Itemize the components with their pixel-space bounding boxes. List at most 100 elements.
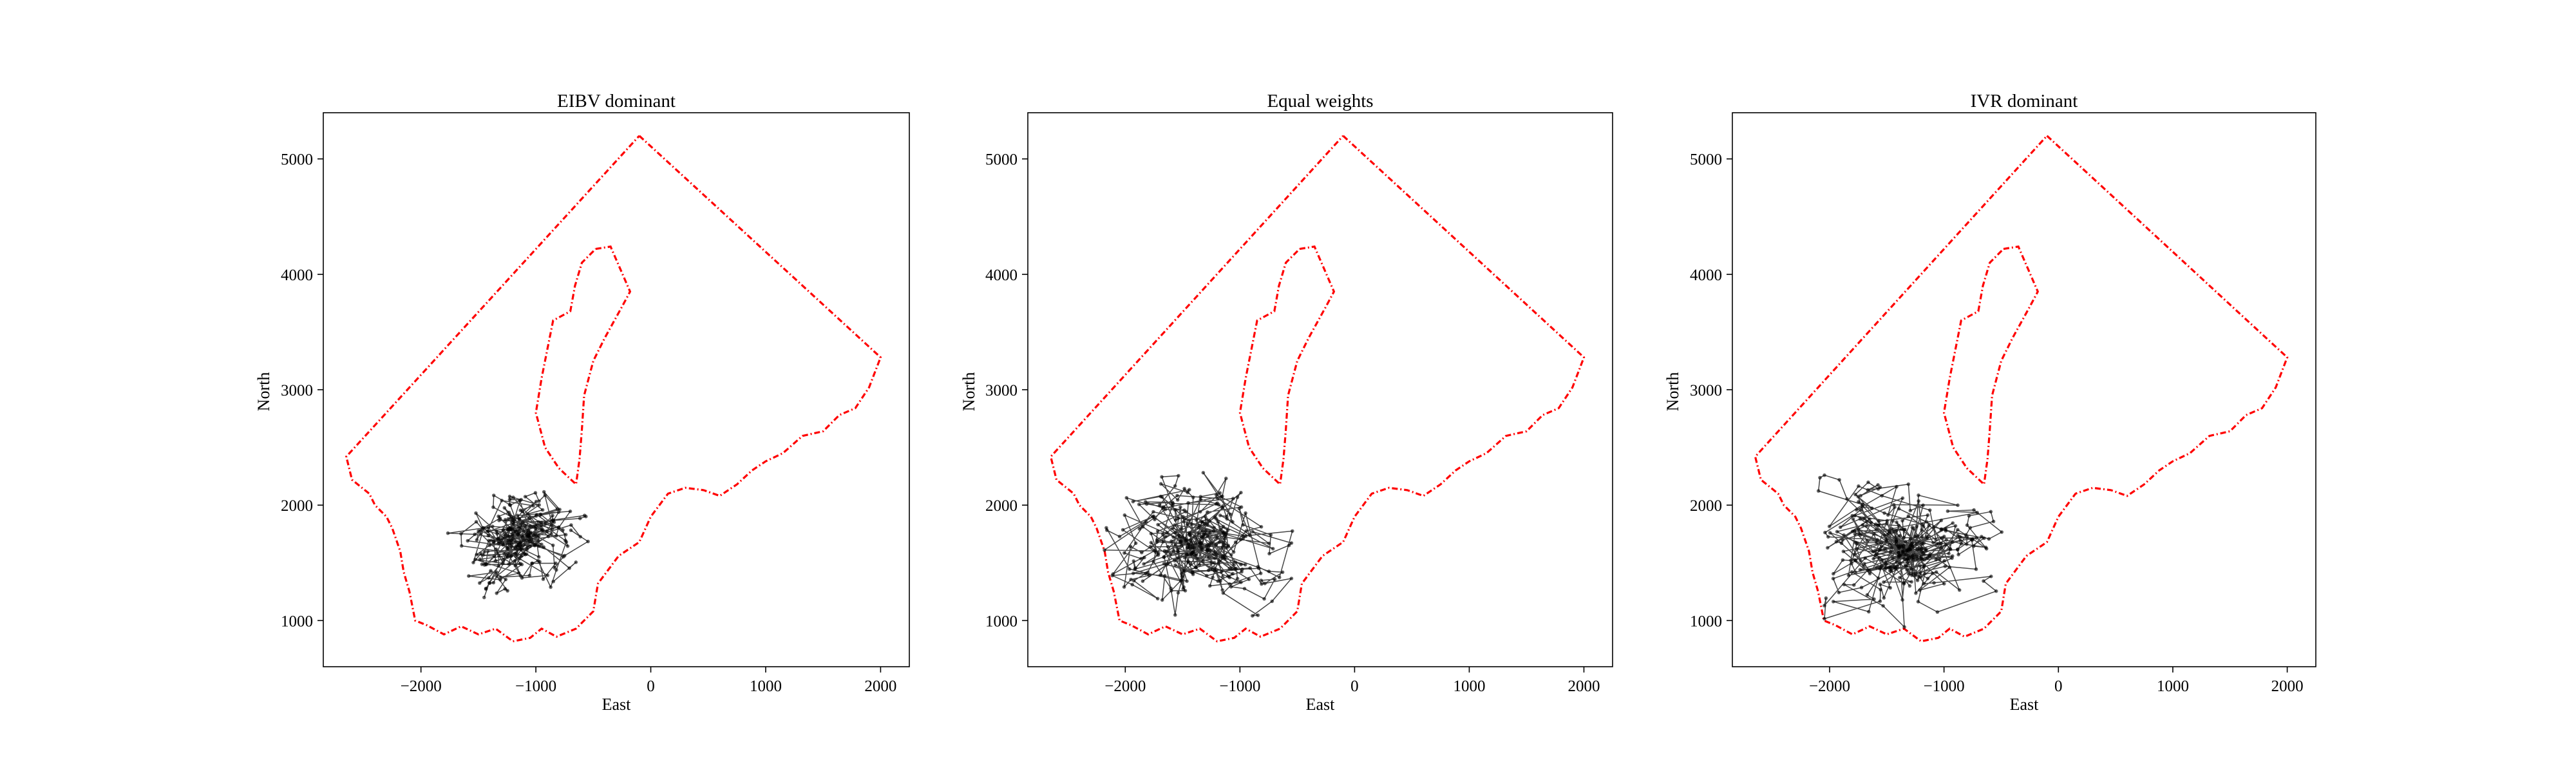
trajectory-point <box>1916 600 1920 604</box>
trajectory-point <box>1244 511 1247 515</box>
trajectory-point <box>1935 542 1938 546</box>
trajectory-point <box>533 491 538 495</box>
trajectory-point <box>1852 553 1857 557</box>
trajectory-point <box>1213 557 1217 560</box>
trajectory-point <box>528 531 533 535</box>
trajectory-point <box>501 561 505 566</box>
trajectory-point <box>1908 508 1913 513</box>
trajectory-point <box>478 581 482 585</box>
trajectory-point <box>1946 509 1950 513</box>
trajectory-point <box>1221 540 1226 544</box>
trajectory-point <box>1256 613 1260 617</box>
trajectory-point <box>1186 559 1190 563</box>
x-tick-label: 1000 <box>1453 678 1485 695</box>
trajectory-point <box>540 526 544 531</box>
trajectory-point <box>1194 537 1198 541</box>
trajectory-point <box>1902 625 1906 629</box>
trajectory-point <box>1159 482 1163 486</box>
trajectory-point <box>1889 545 1894 549</box>
trajectory-point <box>1871 557 1875 561</box>
trajectory-point <box>1975 536 1978 540</box>
trajectory-point <box>1141 525 1145 529</box>
trajectory-point <box>1865 539 1869 543</box>
trajectory-point <box>556 525 561 530</box>
trajectory-point <box>1926 577 1930 580</box>
x-ticks: −2000 −1000 0 1000 2000 <box>1104 678 1600 695</box>
trajectory-point <box>520 576 524 580</box>
trajectory-point <box>554 534 558 538</box>
trajectory-point <box>1903 528 1907 531</box>
trajectory-point <box>1849 558 1853 562</box>
trajectory-point <box>1149 531 1153 536</box>
trajectory-point <box>549 585 553 589</box>
trajectory-point <box>1287 543 1291 548</box>
trajectory-point <box>1868 517 1871 521</box>
trajectory-point <box>1876 523 1880 528</box>
trajectory-point <box>1128 544 1133 549</box>
trajectory-point <box>1122 513 1127 517</box>
trajectory-point <box>482 526 486 530</box>
trajectory-point <box>1971 544 1976 548</box>
trajectory-point <box>546 535 551 539</box>
trajectory-point <box>1832 600 1835 604</box>
trajectory-point <box>1227 582 1232 586</box>
trajectory-point <box>1838 525 1842 530</box>
trajectory-point <box>1185 579 1189 583</box>
trajectory-point <box>1906 572 1911 576</box>
trajectory-point <box>1227 575 1232 580</box>
trajectory-point <box>1200 520 1204 524</box>
trajectory-point <box>1965 535 1969 539</box>
trajectory-point <box>1859 558 1862 563</box>
trajectory-point <box>507 497 512 502</box>
trajectory-point <box>526 528 530 532</box>
trajectory-point <box>1944 527 1947 531</box>
trajectory-point <box>1180 575 1184 578</box>
trajectory-point <box>474 520 478 524</box>
trajectory-point <box>1918 564 1922 568</box>
trajectory-point <box>502 551 506 556</box>
trajectory-point <box>1934 570 1938 574</box>
trajectory-point <box>1938 557 1942 562</box>
trajectory-point <box>1839 541 1844 546</box>
trajectory-point <box>1259 578 1264 582</box>
trajectory-point <box>1193 553 1197 557</box>
trajectory-point <box>1956 553 1960 557</box>
trajectory-point <box>1883 567 1888 571</box>
trajectory-point <box>484 562 488 567</box>
y-tick-label: 2000 <box>281 497 313 515</box>
trajectory-point <box>494 547 498 551</box>
trajectory-point <box>2000 530 2004 534</box>
trajectory-point <box>1850 513 1855 518</box>
trajectory-point <box>491 580 496 585</box>
trajectory-point <box>1142 555 1146 560</box>
trajectory-point <box>487 576 491 580</box>
trajectory-point <box>531 504 535 508</box>
trajectory-point <box>493 559 498 563</box>
trajectory-point <box>1217 540 1222 544</box>
trajectory-point <box>1181 587 1186 591</box>
trajectory-point <box>496 537 500 541</box>
trajectory-point <box>1194 518 1198 522</box>
trajectory-point <box>1915 524 1918 529</box>
trajectory-point <box>1940 527 1944 531</box>
trajectory-point <box>1895 484 1899 489</box>
trajectory-point <box>1188 488 1191 491</box>
trajectory-point <box>1955 548 1960 552</box>
trajectory-point <box>516 542 520 547</box>
trajectory-point <box>1224 476 1228 481</box>
trajectory-point <box>550 527 554 531</box>
trajectory-point <box>1217 562 1220 566</box>
trajectory-point <box>1218 558 1222 563</box>
trajectory-point <box>516 571 521 575</box>
trajectory-point <box>1959 542 1964 546</box>
trajectory-point <box>489 539 493 542</box>
trajectory-point <box>542 490 546 494</box>
trajectory-point <box>1853 570 1857 575</box>
trajectory-point <box>1915 578 1920 582</box>
trajectory-point <box>1229 585 1233 589</box>
trajectory-point <box>491 493 496 497</box>
trajectory-point <box>1852 529 1857 533</box>
trajectory-point <box>1175 493 1179 498</box>
trajectory-point <box>1182 520 1186 524</box>
trajectory-point <box>1179 544 1184 548</box>
